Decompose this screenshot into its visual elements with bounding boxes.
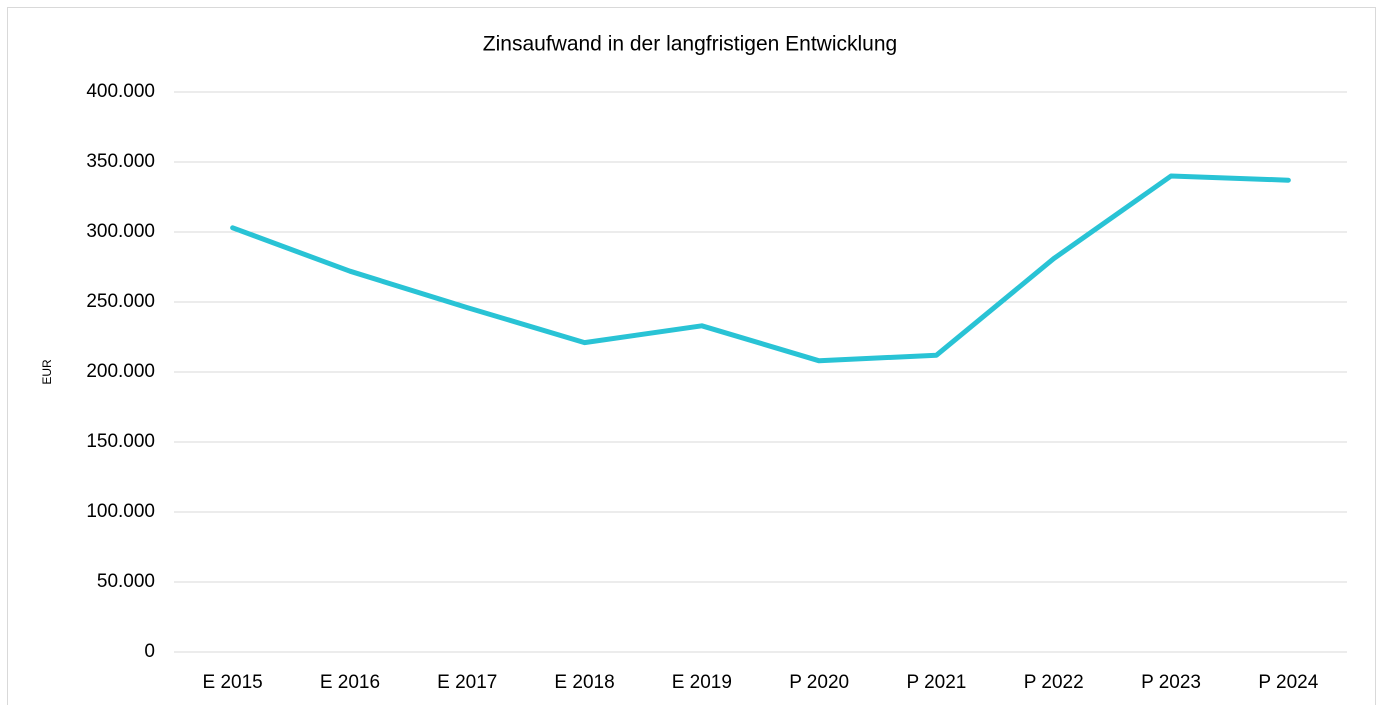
y-axis-label: EUR [40, 359, 54, 385]
chart-border [7, 7, 1376, 705]
x-tick-label: P 2021 [907, 672, 967, 693]
y-tick-label: 300.000 [86, 221, 155, 242]
y-tick-label: 150.000 [86, 431, 155, 452]
x-tick-label: E 2019 [672, 672, 732, 693]
y-tick-label: 350.000 [86, 151, 155, 172]
y-tick-label: 400.000 [86, 81, 155, 102]
y-tick-label: 100.000 [86, 501, 155, 522]
x-tick-label: E 2016 [320, 672, 380, 693]
line-series [230, 173, 1291, 364]
x-tick-label: P 2024 [1258, 672, 1318, 693]
x-tick-label: P 2022 [1024, 672, 1084, 693]
x-tick-label: E 2018 [554, 672, 614, 693]
y-tick-label: 50.000 [97, 571, 155, 592]
y-tick-label: 0 [144, 641, 155, 662]
x-tick-label: E 2015 [203, 672, 263, 693]
x-tick-label: P 2020 [789, 672, 849, 693]
y-tick-label: 250.000 [86, 291, 155, 312]
x-tick-label: E 2017 [437, 672, 497, 693]
x-tick-label: P 2023 [1141, 672, 1201, 693]
y-tick-label: 200.000 [86, 361, 155, 382]
chart-title: Zinsaufwand in der langfristigen Entwick… [483, 33, 897, 56]
